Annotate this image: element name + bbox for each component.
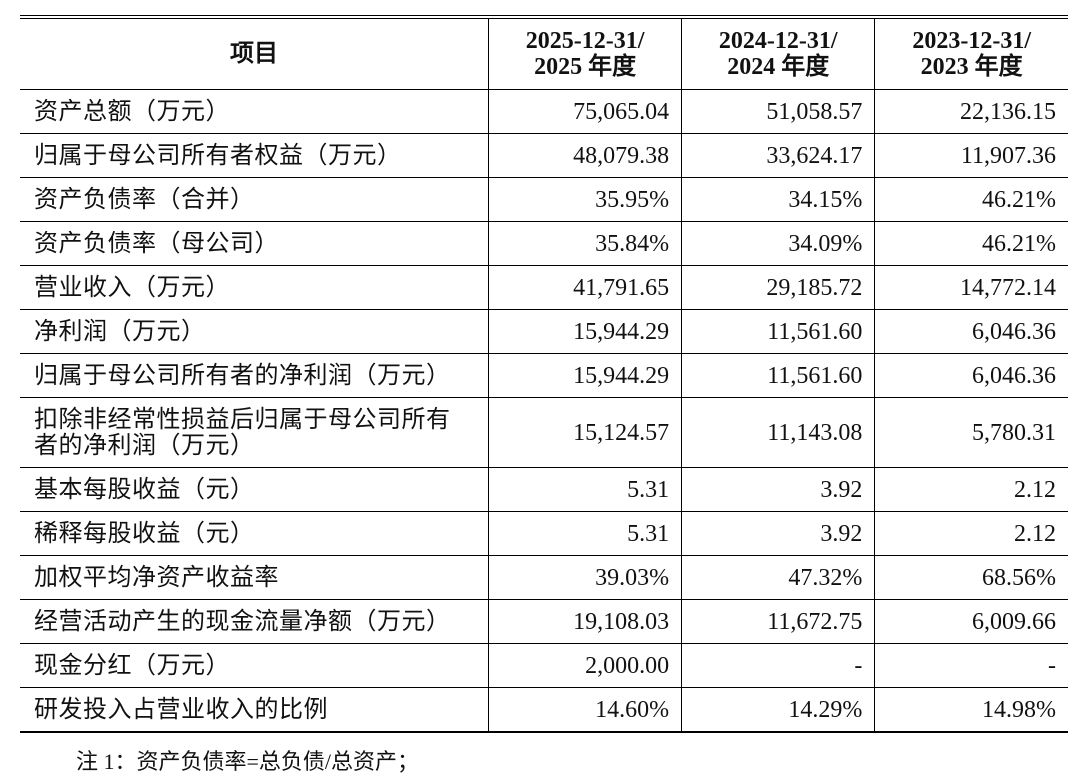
value-cell: 68.56% — [874, 555, 1068, 600]
header-row: 项目 2025-12-31/2025 年度 2024-12-31/2024 年度 20… — [20, 17, 1068, 90]
value-cell: 14.60% — [487, 687, 682, 733]
value-cell: 2,000.00 — [487, 643, 682, 688]
row-label: 扣除非经常性损益后归属于母公司所有者的净利润（万元） — [20, 397, 489, 468]
value-cell: 11,561.60 — [681, 353, 875, 398]
value-cell: 2.12 — [874, 467, 1068, 512]
value-cell: 51,058.57 — [681, 89, 875, 134]
value-cell: 6,009.66 — [874, 599, 1068, 644]
value-cell: - — [681, 643, 875, 688]
row-label: 现金分红（万元） — [20, 643, 489, 688]
row-label-text: 经营活动产生的现金流量净额（万元） — [34, 608, 451, 635]
row-label-text: 扣除非经常性损益后归属于母公司所有者的净利润（万元） — [34, 406, 451, 459]
value-cell: 15,944.29 — [487, 309, 682, 354]
table-row: 现金分红（万元） 2,000.00- - — [20, 643, 1068, 688]
row-label: 资产总额（万元） — [20, 89, 489, 134]
row-label-text: 研发投入占营业收入的比例 — [34, 696, 328, 723]
value-cell: 47.32% — [681, 555, 875, 600]
table-row: 归属于母公司所有者权益（万元） 48,079.38 33,624.17 11,907.… — [20, 133, 1068, 178]
table-row: 基本每股收益（元） 5.31 3.92 2.12 — [20, 467, 1068, 512]
table-row: 稀释每股收益（元） 5.31 3.92 2.12 — [20, 511, 1068, 556]
value-cell: 5,780.31 — [874, 397, 1068, 468]
value-cell: 11,143.08 — [681, 397, 875, 468]
value-cell: 11,907.36 — [874, 133, 1068, 178]
header-text: 2024-12-31/ — [718, 28, 838, 54]
value-cell: 14,772.14 — [874, 265, 1068, 310]
header-text: 2025 年度 — [534, 54, 637, 80]
value-cell: 41,791.65 — [487, 265, 682, 310]
row-label: 归属于母公司所有者的净利润（万元） — [20, 353, 489, 398]
table-row: 研发投入占营业收入的比例 14.60% 14.29% 14.98% — [20, 687, 1068, 733]
value-cell: - — [874, 643, 1068, 688]
value-cell: 3.92 — [681, 467, 875, 512]
table-row: 经营活动产生的现金流量净额（万元） 19,108.03 11,672.75 6,009… — [20, 599, 1068, 644]
value-cell: 11,561.60 — [681, 309, 875, 354]
value-cell: 33,624.17 — [681, 133, 875, 178]
row-label-text: 现金分红（万元） — [34, 652, 230, 679]
table-row: 资产负债率（母公司） 35.84% 34.09% 46.21% — [20, 221, 1068, 266]
value-cell: 35.95% — [487, 177, 682, 222]
value-cell: 46.21% — [874, 221, 1068, 266]
value-cell: 15,944.29 — [487, 353, 682, 398]
value-cell: 35.84% — [487, 221, 682, 266]
header-cell: 2024-12-31/2024 年度 — [681, 17, 875, 90]
header-cell: 2023-12-31/2023 年度 — [874, 17, 1068, 90]
row-label-text: 归属于母公司所有者权益（万元） — [34, 142, 402, 169]
header-text: 2025-12-31/ — [525, 28, 645, 54]
header-text: 项目 — [230, 41, 278, 67]
row-label: 资产负债率（合并） — [20, 177, 489, 222]
value-cell: 19,108.03 — [487, 599, 682, 644]
value-cell: 3.92 — [681, 511, 875, 556]
table-row: 营业收入（万元） 41,791.65 29,185.72 14,772.14 — [20, 265, 1068, 310]
value-cell: 14.98% — [874, 687, 1068, 733]
header-text: 2024 年度 — [727, 54, 830, 80]
table-row: 资产总额（万元） 75,065.04 51,058.57 22,136.15 — [20, 89, 1068, 134]
row-label-text: 营业收入（万元） — [34, 274, 230, 301]
financial-table: 项目 2025-12-31/2025 年度 2024-12-31/2024 年度 20… — [20, 15, 1068, 733]
row-label-text: 归属于母公司所有者的净利润（万元） — [34, 362, 451, 389]
footnote: 注 1：资产负债率=总负债/总资产； — [76, 749, 420, 774]
row-label: 净利润（万元） — [20, 309, 489, 354]
value-cell: 11,672.75 — [681, 599, 875, 644]
table-row: 扣除非经常性损益后归属于母公司所有者的净利润（万元） 15,124.57 11,14… — [20, 397, 1068, 468]
row-label-text: 资产总额（万元） — [34, 98, 230, 125]
table-row: 归属于母公司所有者的净利润（万元） 15,944.29 11,561.60 6,046… — [20, 353, 1068, 398]
value-cell: 22,136.15 — [874, 89, 1068, 134]
row-label: 研发投入占营业收入的比例 — [20, 687, 489, 733]
value-cell: 46.21% — [874, 177, 1068, 222]
value-cell: 5.31 — [487, 511, 682, 556]
value-cell: 15,124.57 — [487, 397, 682, 468]
row-label-text: 资产负债率（母公司） — [34, 230, 279, 257]
value-cell: 14.29% — [681, 687, 875, 733]
value-cell: 34.15% — [681, 177, 875, 222]
value-cell: 34.09% — [681, 221, 875, 266]
row-label-text: 基本每股收益（元） — [34, 476, 255, 503]
value-cell: 5.31 — [487, 467, 682, 512]
value-cell: 6,046.36 — [874, 353, 1068, 398]
row-label-text: 稀释每股收益（元） — [34, 520, 255, 547]
table-row: 资产负债率（合并） 35.95% 34.15% 46.21% — [20, 177, 1068, 222]
row-label-text: 净利润（万元） — [34, 318, 206, 345]
row-label: 归属于母公司所有者权益（万元） — [20, 133, 489, 178]
header-text: 2023-12-31/ — [912, 28, 1031, 54]
row-label-text: 资产负债率（合并） — [34, 186, 255, 213]
value-cell: 75,065.04 — [487, 89, 682, 134]
row-label-text: 加权平均净资产收益率 — [34, 564, 279, 591]
value-cell: 39.03% — [487, 555, 682, 600]
value-cell: 6,046.36 — [874, 309, 1068, 354]
row-label: 稀释每股收益（元） — [20, 511, 489, 556]
table-row: 加权平均净资产收益率 39.03% 47.32% 68.56% — [20, 555, 1068, 600]
row-label: 资产负债率（母公司） — [20, 221, 489, 266]
row-label: 加权平均净资产收益率 — [20, 555, 489, 600]
value-cell: 48,079.38 — [487, 133, 682, 178]
row-label: 营业收入（万元） — [20, 265, 489, 310]
header-cell: 2025-12-31/2025 年度 — [487, 17, 682, 90]
row-label: 基本每股收益（元） — [20, 467, 489, 512]
value-cell: 29,185.72 — [681, 265, 875, 310]
table-row: 净利润（万元） 15,944.29 11,561.60 6,046.36 — [20, 309, 1068, 354]
row-label: 经营活动产生的现金流量净额（万元） — [20, 599, 489, 644]
header-cell: 项目 — [20, 17, 489, 90]
header-text: 2023 年度 — [920, 54, 1023, 80]
value-cell: 2.12 — [874, 511, 1068, 556]
